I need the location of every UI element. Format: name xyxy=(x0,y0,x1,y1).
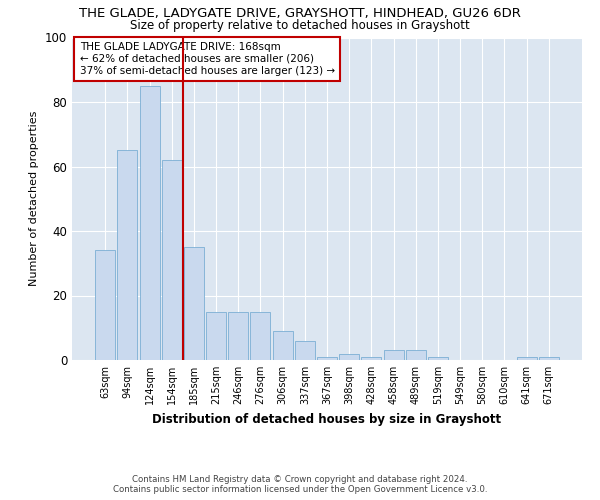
Text: Size of property relative to detached houses in Grayshott: Size of property relative to detached ho… xyxy=(130,18,470,32)
Bar xyxy=(162,160,182,360)
Bar xyxy=(272,331,293,360)
Y-axis label: Number of detached properties: Number of detached properties xyxy=(29,111,40,286)
Text: THE GLADE LADYGATE DRIVE: 168sqm
← 62% of detached houses are smaller (206)
37% : THE GLADE LADYGATE DRIVE: 168sqm ← 62% o… xyxy=(80,42,335,76)
Bar xyxy=(517,357,536,360)
Bar xyxy=(317,357,337,360)
Bar xyxy=(95,250,115,360)
Text: THE GLADE, LADYGATE DRIVE, GRAYSHOTT, HINDHEAD, GU26 6DR: THE GLADE, LADYGATE DRIVE, GRAYSHOTT, HI… xyxy=(79,8,521,20)
Bar xyxy=(250,312,271,360)
Text: Contains HM Land Registry data © Crown copyright and database right 2024.
Contai: Contains HM Land Registry data © Crown c… xyxy=(113,474,487,494)
Bar xyxy=(406,350,426,360)
Bar xyxy=(361,357,382,360)
X-axis label: Distribution of detached houses by size in Grayshott: Distribution of detached houses by size … xyxy=(152,412,502,426)
Bar xyxy=(383,350,404,360)
Bar xyxy=(184,247,204,360)
Bar xyxy=(228,312,248,360)
Bar xyxy=(140,86,160,360)
Bar xyxy=(339,354,359,360)
Bar xyxy=(428,357,448,360)
Bar xyxy=(539,357,559,360)
Bar xyxy=(295,340,315,360)
Bar xyxy=(118,150,137,360)
Bar xyxy=(206,312,226,360)
